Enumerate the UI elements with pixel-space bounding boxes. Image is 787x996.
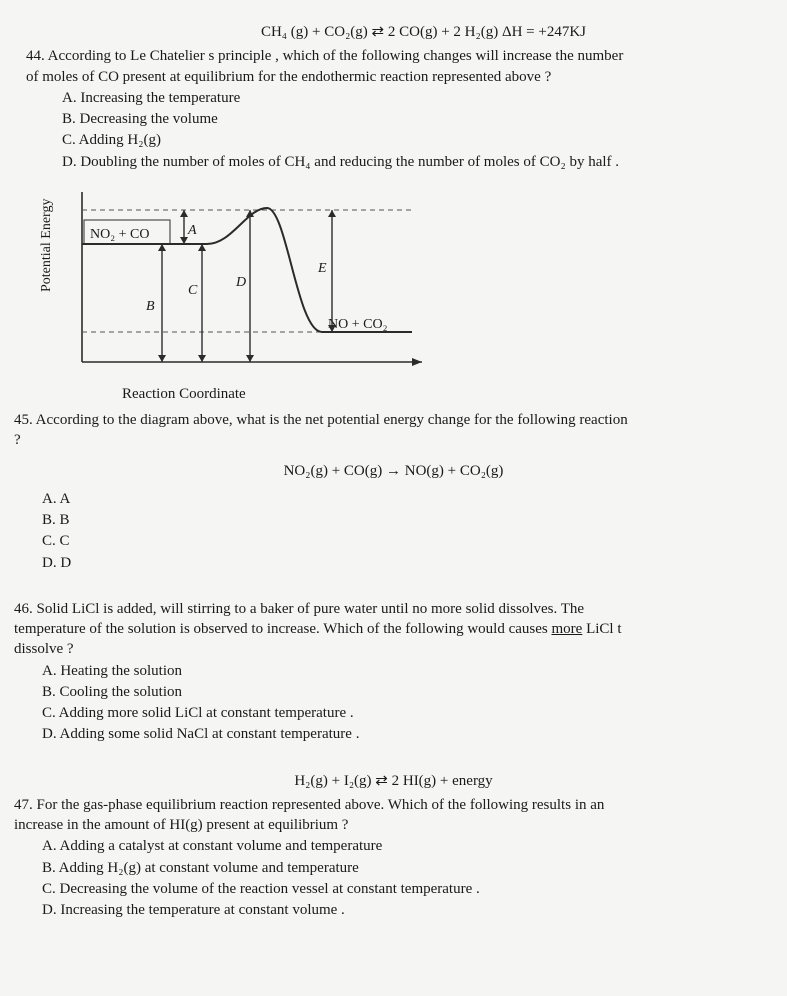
x-axis-label: Reaction Coordinate (122, 384, 773, 404)
svg-text:A: A (187, 223, 197, 238)
q47-option-b: B. Adding H₂(g) at constant volume and t… (42, 858, 773, 878)
q46-stem-line3: dissolve ? (14, 639, 773, 659)
svg-text:B: B (146, 299, 155, 314)
q44-option-a: A. Increasing the temperature (62, 88, 773, 108)
energy-diagram: NO₂ + CO NO + CO₂ Potential Energy A B C D E Re… (32, 182, 773, 404)
q47-option-a: A. Adding a catalyst at constant volume … (42, 836, 773, 856)
q47-equation: H₂(g) + I₂(g) ⇄ 2 HI(g) + energy (14, 771, 773, 791)
q45-stem-line1: 45. According to the diagram above, what… (14, 410, 773, 430)
q46-stem-line2-tail: LiCl t (582, 621, 621, 637)
q44-option-d: D. Doubling the number of moles of CH₄ a… (62, 152, 773, 172)
q44-stem-line2: of moles of CO present at equilibrium fo… (26, 67, 773, 87)
q47-option-c: C. Decreasing the volume of the reaction… (42, 879, 773, 899)
q45-option-d: D. D (42, 553, 773, 573)
q46-option-b: B. Cooling the solution (42, 682, 773, 702)
q46-stem-line2-part1: temperature of the solution is observed … (14, 621, 552, 637)
q45-option-c: C. C (42, 531, 773, 551)
q44-option-c: C. Adding H₂(g) (62, 130, 773, 150)
svg-text:D: D (235, 275, 246, 290)
q46-option-a: A. Heating the solution (42, 661, 773, 681)
q46-option-c: C. Adding more solid LiCl at constant te… (42, 703, 773, 723)
q44-stem-line1: 44. According to Le Chatelier s principl… (26, 46, 773, 66)
q46-stem-line1: 46. Solid LiCl is added, will stirring t… (14, 599, 773, 619)
q44-option-b: B. Decreasing the volume (62, 109, 773, 129)
q45-stem-line2: ? (14, 430, 773, 450)
q46-option-d: D. Adding some solid NaCl at constant te… (42, 724, 773, 744)
svg-text:NO + CO₂: NO + CO₂ (328, 317, 388, 332)
q44-equation: CH₄ (g) + CO₂(g) ⇄ 2 CO(g) + 2 H₂(g) ΔH … (74, 22, 773, 42)
q47-option-d: D. Increasing the temperature at constan… (42, 900, 773, 920)
q47-stem-line2: increase in the amount of HI(g) present … (14, 815, 773, 835)
q47-stem-line1: 47. For the gas-phase equilibrium reacti… (14, 795, 773, 815)
q46-stem-line2: temperature of the solution is observed … (14, 619, 773, 639)
q45-option-b: B. B (42, 510, 773, 530)
q45-equation: NO₂(g) + CO(g) → NO(g) + CO₂(g) (14, 461, 773, 481)
svg-text:Potential Energy: Potential Energy (39, 198, 54, 291)
q46-stem-line2-underline: more (552, 621, 583, 637)
svg-text:C: C (188, 283, 198, 298)
svg-text:E: E (317, 261, 327, 276)
q45-option-a: A. A (42, 489, 773, 509)
svg-text:NO₂ + CO: NO₂ + CO (90, 227, 149, 242)
